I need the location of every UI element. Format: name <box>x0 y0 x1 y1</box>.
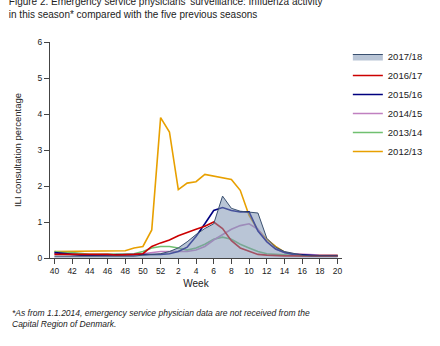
svg-text:50: 50 <box>138 266 148 276</box>
svg-text:6: 6 <box>211 266 216 276</box>
svg-text:6: 6 <box>38 37 43 47</box>
svg-text:46: 46 <box>103 266 113 276</box>
svg-text:4: 4 <box>38 109 43 119</box>
svg-text:2012/13: 2012/13 <box>388 146 422 157</box>
svg-text:10: 10 <box>244 266 254 276</box>
svg-text:12: 12 <box>262 266 272 276</box>
svg-text:2: 2 <box>38 181 43 191</box>
svg-text:0: 0 <box>38 253 43 263</box>
svg-text:42: 42 <box>67 266 77 276</box>
svg-text:52: 52 <box>156 266 166 276</box>
svg-text:*As from 1.1.2014, emergency s: *As from 1.1.2014, emergency service phy… <box>12 308 310 329</box>
svg-text:2013/14: 2013/14 <box>388 127 422 138</box>
svg-text:2015/16: 2015/16 <box>388 89 422 100</box>
svg-text:48: 48 <box>120 266 130 276</box>
svg-text:5: 5 <box>38 73 43 83</box>
svg-text:1: 1 <box>38 217 43 227</box>
svg-text:ILI consultation percentage: ILI consultation percentage <box>12 93 23 207</box>
svg-text:20: 20 <box>333 266 343 276</box>
svg-text:2014/15: 2014/15 <box>388 108 422 119</box>
svg-text:16: 16 <box>297 266 307 276</box>
svg-text:2017/18: 2017/18 <box>388 51 422 62</box>
svg-text:2: 2 <box>176 266 181 276</box>
svg-text:Week: Week <box>183 278 209 289</box>
svg-text:Figure 2. Emergency service ph: Figure 2. Emergency service physicians' … <box>9 0 323 20</box>
svg-text:18: 18 <box>315 266 325 276</box>
svg-text:14: 14 <box>280 266 290 276</box>
svg-text:2016/17: 2016/17 <box>388 70 422 81</box>
svg-text:3: 3 <box>38 145 43 155</box>
svg-text:40: 40 <box>50 266 60 276</box>
svg-text:4: 4 <box>194 266 199 276</box>
svg-text:8: 8 <box>229 266 234 276</box>
svg-text:44: 44 <box>85 266 95 276</box>
